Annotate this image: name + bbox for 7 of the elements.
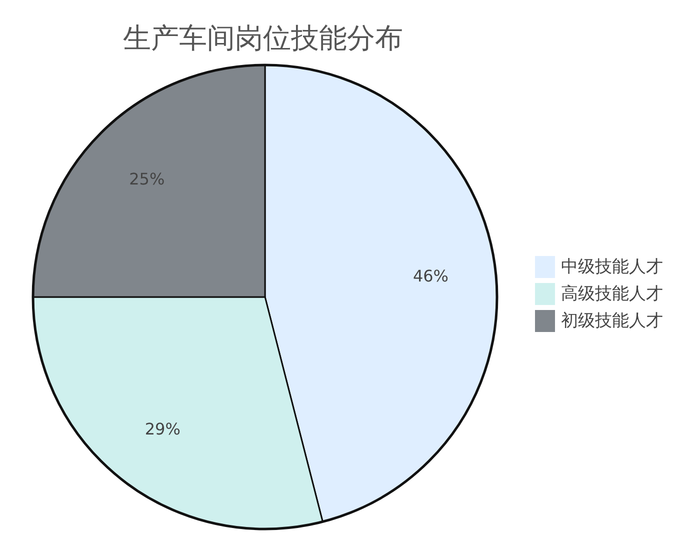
data-label: 46% — [412, 266, 449, 286]
chart-title: 生产车间岗位技能分布 — [123, 22, 403, 54]
legend-label: 高级技能人才 — [561, 284, 663, 304]
legend-label: 初级技能人才 — [561, 311, 663, 331]
data-label: 29% — [144, 419, 180, 438]
data-label: 25% — [129, 169, 165, 188]
legend-label: 中级技能人才 — [561, 257, 663, 277]
